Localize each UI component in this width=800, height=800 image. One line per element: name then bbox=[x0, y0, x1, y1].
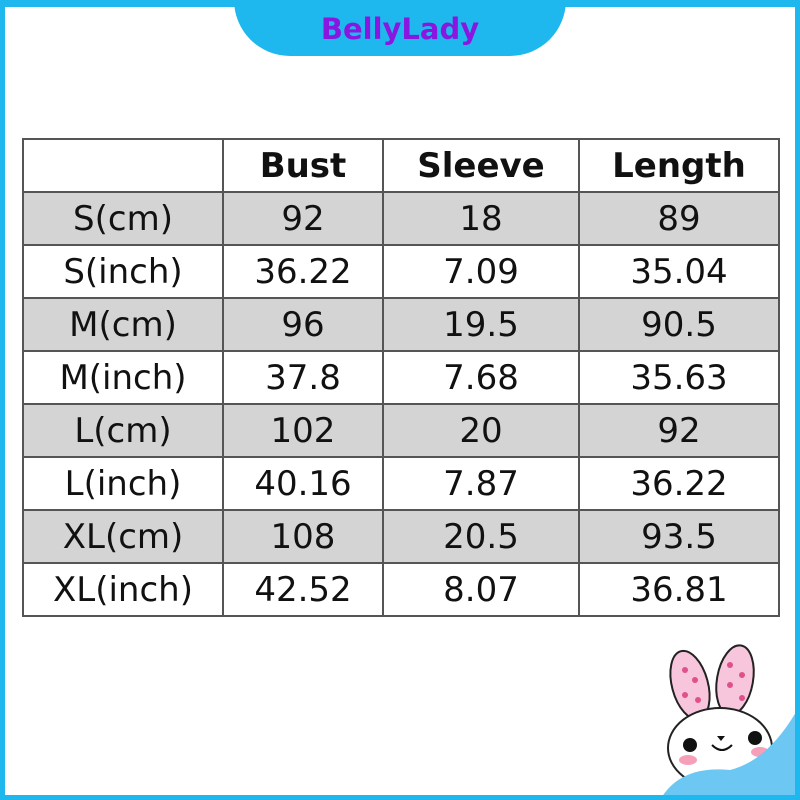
size-label-cell: XL(inch) bbox=[22, 562, 224, 617]
measurement-cell: 36.22 bbox=[222, 244, 384, 299]
measurement-cell: 19.5 bbox=[382, 297, 580, 352]
measurement-cell: 36.81 bbox=[578, 562, 780, 617]
size-chart-table: Bust Sleeve Length S(cm) 92 18 89 S(inch) 36.… bbox=[22, 138, 780, 617]
table-row: XL(inch) 42.52 8.07 36.81 bbox=[22, 562, 780, 617]
measurement-cell: 35.63 bbox=[578, 350, 780, 405]
table-row: L(inch) 40.16 7.87 36.22 bbox=[22, 456, 780, 511]
table-row: M(cm) 96 19.5 90.5 bbox=[22, 297, 780, 352]
size-label-cell: S(cm) bbox=[22, 191, 224, 246]
measurement-cell: 20.5 bbox=[382, 509, 580, 564]
measurement-cell: 108 bbox=[222, 509, 384, 564]
table-row: S(cm) 92 18 89 bbox=[22, 191, 780, 246]
measurement-cell: 7.87 bbox=[382, 456, 580, 511]
header-length: Length bbox=[578, 138, 780, 193]
measurement-cell: 92 bbox=[222, 191, 384, 246]
measurement-cell: 7.68 bbox=[382, 350, 580, 405]
size-label-cell: M(cm) bbox=[22, 297, 224, 352]
measurement-cell: 8.07 bbox=[382, 562, 580, 617]
measurement-cell: 40.16 bbox=[222, 456, 384, 511]
table-row: M(inch) 37.8 7.68 35.63 bbox=[22, 350, 780, 405]
measurement-cell: 37.8 bbox=[222, 350, 384, 405]
table-row: L(cm) 102 20 92 bbox=[22, 403, 780, 458]
size-label-cell: L(inch) bbox=[22, 456, 224, 511]
measurement-cell: 102 bbox=[222, 403, 384, 458]
brand-name: BellyLady bbox=[320, 12, 480, 46]
measurement-cell: 7.09 bbox=[382, 244, 580, 299]
measurement-cell: 93.5 bbox=[578, 509, 780, 564]
table-row: XL(cm) 108 20.5 93.5 bbox=[22, 509, 780, 564]
measurement-cell: 92 bbox=[578, 403, 780, 458]
bunny-mascot-icon bbox=[660, 644, 800, 800]
measurement-cell: 90.5 bbox=[578, 297, 780, 352]
header-cell bbox=[22, 138, 224, 193]
table-header-row: Bust Sleeve Length bbox=[22, 138, 780, 193]
size-label-cell: S(inch) bbox=[22, 244, 224, 299]
measurement-cell: 96 bbox=[222, 297, 384, 352]
measurement-cell: 20 bbox=[382, 403, 580, 458]
header-bust: Bust bbox=[222, 138, 384, 193]
size-label-cell: L(cm) bbox=[22, 403, 224, 458]
measurement-cell: 42.52 bbox=[222, 562, 384, 617]
header-sleeve: Sleeve bbox=[382, 138, 580, 193]
size-label-cell: M(inch) bbox=[22, 350, 224, 405]
table-row: S(inch) 36.22 7.09 35.04 bbox=[22, 244, 780, 299]
measurement-cell: 89 bbox=[578, 191, 780, 246]
measurement-cell: 36.22 bbox=[578, 456, 780, 511]
measurement-cell: 35.04 bbox=[578, 244, 780, 299]
brand-tab: BellyLady bbox=[234, 0, 566, 56]
measurement-cell: 18 bbox=[382, 191, 580, 246]
size-label-cell: XL(cm) bbox=[22, 509, 224, 564]
